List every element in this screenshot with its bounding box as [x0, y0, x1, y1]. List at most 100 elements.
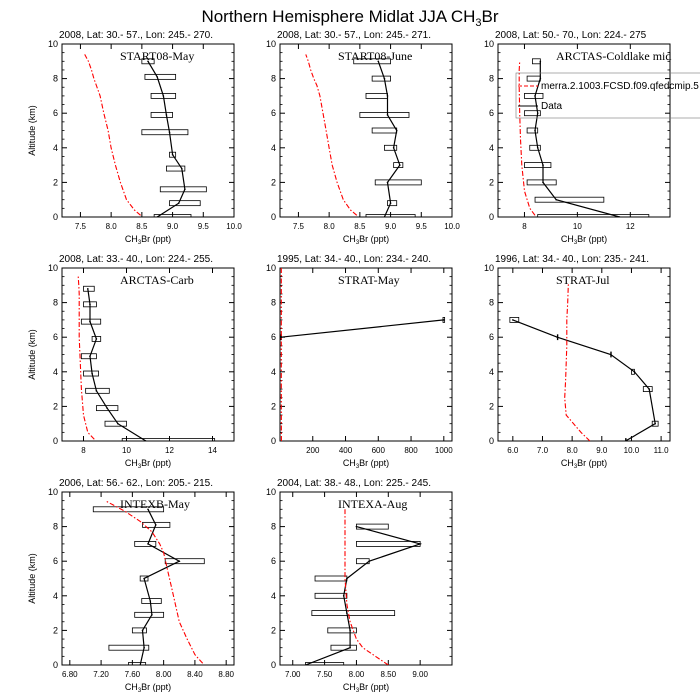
obs-range-box: [327, 627, 357, 634]
obs-mean-point: [106, 407, 108, 409]
x-tick-label: 7.5: [293, 222, 305, 231]
obs-range-box: [150, 112, 173, 118]
obs-range-box: [169, 200, 201, 207]
plot-area: [509, 283, 659, 441]
y-tick-label: 10: [484, 263, 494, 273]
x-tick-label: 14: [208, 446, 217, 455]
obs-range-box: [314, 575, 348, 582]
obs-mean-point: [143, 577, 145, 580]
panel-header: 2008, Lat: 33.- 40., Lon: 224.- 255.: [59, 254, 213, 265]
y-tick-label: 4: [489, 143, 494, 153]
y-tick-label: 6: [271, 332, 276, 342]
plot-area: [92, 500, 205, 665]
obs-mean-point: [162, 95, 165, 97]
obs-range-box: [108, 644, 150, 651]
obs-range-box: [371, 127, 398, 134]
y-tick-label: 2: [271, 625, 276, 635]
obs-range-box: [144, 73, 177, 80]
plot-area: [304, 509, 423, 665]
x-tick-label: 8.5: [354, 222, 366, 231]
obs-mean-point: [91, 372, 93, 375]
x-axis-label-part: Br (ppt): [141, 682, 171, 692]
x-axis-label-sub: 3: [138, 688, 142, 694]
y-tick-label: 10: [266, 39, 276, 49]
x-tick-label: 8.00: [349, 670, 365, 679]
x-tick-label: 8.0: [324, 222, 336, 231]
x-tick-label: 8: [81, 446, 86, 455]
obs-range-box: [526, 75, 541, 82]
x-axis-label: CH3Br (ppt): [561, 234, 607, 246]
x-tick-label: 8.50: [381, 670, 397, 679]
obs-range-box: [532, 58, 541, 65]
obs-range-box: [524, 93, 544, 99]
y-axis-label: Altitude (km): [27, 329, 37, 380]
obs-mean-point: [534, 129, 536, 132]
obs-range-box: [305, 662, 345, 665]
x-axis-label-sub: 3: [574, 240, 578, 246]
x-axis-label-sub: 3: [356, 464, 360, 470]
x-axis-label-sub: 3: [356, 240, 360, 246]
obs-mean-point: [536, 112, 539, 114]
legend-box: [515, 72, 700, 119]
x-axis-label-part: CH: [343, 458, 356, 468]
x-axis-label-part: Br (ppt): [359, 682, 389, 692]
obs-mean-point: [618, 216, 621, 217]
x-axis-label-part: CH: [561, 458, 574, 468]
obs-mean-line: [377, 61, 401, 217]
obs-range-box: [625, 438, 627, 441]
obs-mean-point: [392, 147, 395, 149]
obs-range-box: [121, 438, 216, 441]
obs-mean-line: [305, 526, 423, 665]
obs-range-box: [164, 558, 205, 565]
x-tick-label: 7.00: [285, 670, 301, 679]
x-tick-label: 1000: [435, 446, 453, 455]
obs-mean-point: [349, 629, 351, 632]
obs-range-box: [134, 611, 165, 618]
y-tick-label: 4: [271, 367, 276, 377]
plot-area: [518, 58, 650, 217]
x-axis-label: CH3Br (ppt): [343, 458, 389, 470]
figure-title: Northern Hemisphere Midlat JJA CH3Br: [201, 7, 498, 29]
plot-area: [280, 268, 446, 441]
y-tick-label: 4: [53, 591, 58, 601]
chart-panel-6: 1996, Lat: 34.- 40., Lon: 235.- 241. 0 2 4 6…: [484, 254, 671, 470]
obs-mean-point: [542, 164, 544, 166]
y-tick-label: 10: [266, 487, 276, 497]
x-tick-label: 7.20: [93, 670, 109, 679]
obs-mean-point: [368, 560, 370, 562]
obs-range-box: [128, 662, 147, 665]
obs-mean-point: [383, 77, 386, 80]
panel-inset-title: ARCTAS-Carb: [120, 273, 194, 287]
x-tick-label: 9.0: [596, 446, 608, 455]
x-tick-label: 9.5: [416, 222, 428, 231]
obs-range-box: [526, 179, 557, 186]
y-tick-label: 0: [489, 436, 494, 446]
x-axis-label-sub: 3: [574, 464, 578, 470]
panel-inset-title: INTEXA-Aug: [338, 497, 407, 511]
model-line: [104, 500, 204, 664]
y-tick-label: 10: [48, 487, 58, 497]
obs-mean-point: [536, 147, 539, 149]
model-line: [84, 54, 141, 216]
y-tick-label: 2: [53, 401, 58, 411]
y-tick-label: 0: [53, 660, 58, 670]
y-tick-label: 8: [53, 298, 58, 308]
obs-mean-point: [386, 114, 389, 116]
obs-mean-point: [342, 595, 345, 597]
obs-mean-point: [87, 287, 89, 290]
obs-range-box: [526, 127, 539, 134]
obs-range-box: [314, 592, 348, 599]
obs-range-box: [141, 58, 155, 65]
x-axis-label: CH3Br (ppt): [561, 458, 607, 470]
obs-mean-point: [156, 76, 159, 78]
obs-range-box: [166, 165, 186, 172]
y-tick-label: 6: [53, 332, 58, 342]
x-tick-label: 8.00: [156, 670, 172, 679]
x-axis-label-part: Br (ppt): [359, 458, 389, 468]
x-tick-label: 10.0: [624, 446, 640, 455]
x-axis-label-part: Br (ppt): [577, 458, 607, 468]
obs-mean-point: [419, 543, 421, 545]
x-tick-label: 6.80: [62, 670, 78, 679]
y-tick-label: 4: [489, 367, 494, 377]
obs-mean-point: [143, 646, 145, 649]
